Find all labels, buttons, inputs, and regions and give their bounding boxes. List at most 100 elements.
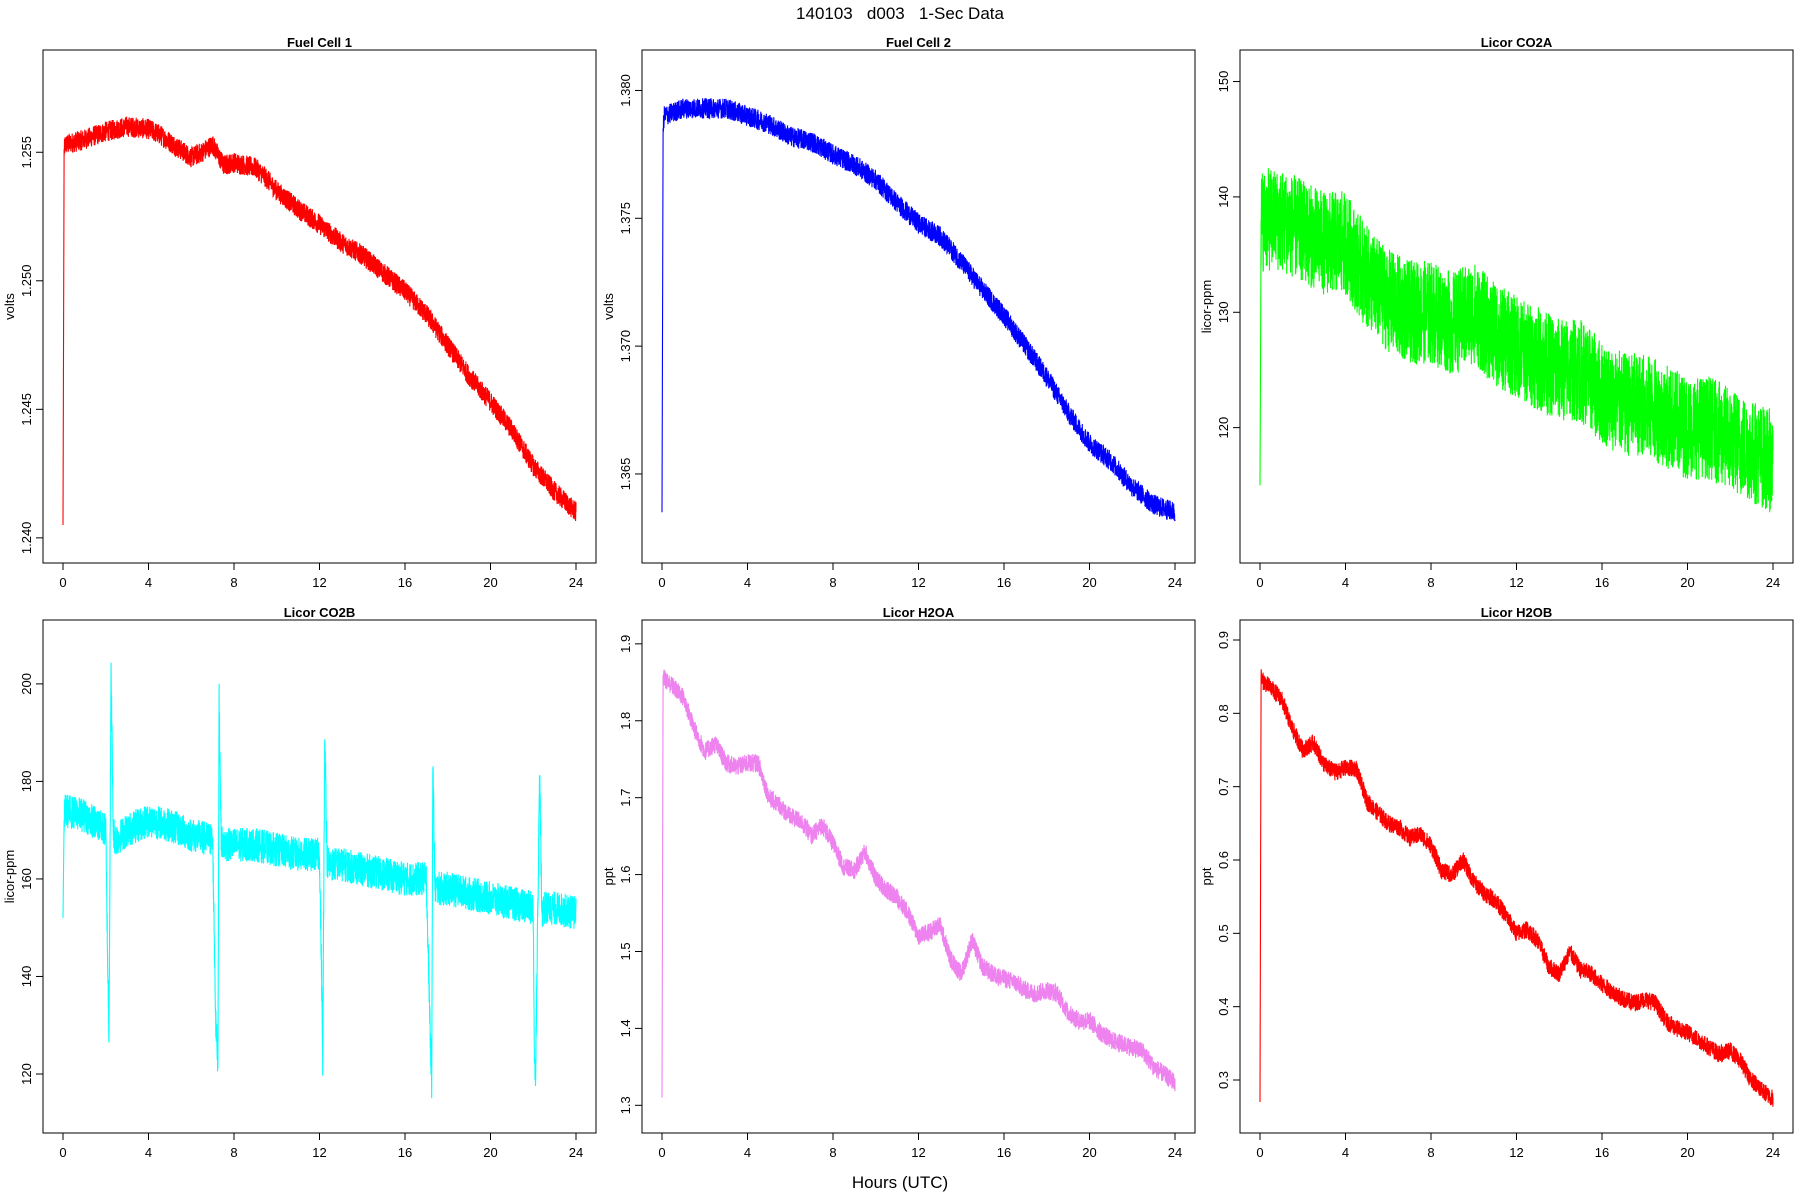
y-tick-label: 120 (19, 1063, 34, 1085)
x-tick-label: 0 (59, 1145, 66, 1160)
y-tick-label: 0.5 (1216, 924, 1231, 942)
plot-frame (641, 49, 1196, 564)
plot-frame (641, 619, 1196, 1134)
x-tick-label: 8 (1427, 575, 1434, 590)
y-tick-label: 1.375 (618, 202, 633, 235)
y-axis-label: licor-ppm (1199, 280, 1214, 333)
figure-x-axis-label: Hours (UTC) (851, 1173, 949, 1192)
panel-2: Fuel Cell 2 volts 0 4 8 12 16 20 24 1.365 1.370 1.3… (601, 35, 1196, 590)
panel-1: Fuel Cell 1 volts 0 4 8 12 16 20 24 1.240 1.245 1.2… (2, 35, 597, 590)
y-tick-label: 1.3 (618, 1096, 633, 1114)
y-tick-label: 1.365 (618, 458, 633, 491)
y-tick-label: 1.8 (618, 712, 633, 730)
x-tick-label: 24 (1168, 575, 1182, 590)
y-axis-label: ppt (1199, 867, 1214, 885)
y-tick-label: 1.6 (618, 866, 633, 884)
y-tick-label: 200 (19, 673, 34, 695)
x-tick-label: 12 (312, 1145, 326, 1160)
y-tick-label: 0.3 (1216, 1071, 1231, 1089)
x-tick-label: 0 (1256, 1145, 1263, 1160)
y-axis-label: ppt (601, 867, 616, 885)
x-tick-label: 8 (829, 575, 836, 590)
panel-title: Fuel Cell 2 (886, 35, 951, 50)
x-tick-label: 0 (658, 1145, 665, 1160)
x-tick-label: 24 (1766, 1145, 1780, 1160)
x-tick-label: 12 (312, 575, 326, 590)
panel-title: Licor CO2A (1481, 35, 1553, 50)
x-tick-label: 0 (1256, 575, 1263, 590)
x-tick-label: 16 (997, 1145, 1011, 1160)
x-tick-label: 0 (59, 575, 66, 590)
y-tick-label: 0.7 (1216, 778, 1231, 796)
y-tick-label: 0.4 (1216, 998, 1231, 1016)
series-line (62, 662, 577, 1099)
x-tick-label: 20 (483, 575, 497, 590)
y-tick-label: 1.245 (19, 393, 34, 426)
panel-title: Licor CO2B (284, 605, 356, 620)
x-tick-label: 4 (145, 575, 152, 590)
x-tick-label: 4 (1342, 1145, 1349, 1160)
y-tick-label: 1.240 (19, 522, 34, 555)
x-tick-label: 20 (483, 1145, 497, 1160)
x-tick-label: 8 (829, 1145, 836, 1160)
x-tick-label: 16 (398, 1145, 412, 1160)
y-tick-label: 1.250 (19, 265, 34, 298)
panel-title: Licor H2OB (1481, 605, 1553, 620)
series-line (661, 98, 1176, 522)
x-tick-label: 8 (1427, 1145, 1434, 1160)
x-tick-label: 16 (398, 575, 412, 590)
y-tick-label: 0.8 (1216, 704, 1231, 722)
y-tick-label: 120 (1216, 417, 1231, 439)
y-tick-label: 180 (19, 771, 34, 793)
y-tick-label: 0.6 (1216, 851, 1231, 869)
x-tick-label: 16 (1595, 1145, 1609, 1160)
y-tick-label: 140 (1216, 186, 1231, 208)
panel-6: Licor H2OB ppt 0 4 8 12 16 20 24 0.3 0.4 0.5 0.6 0.7 0… (1199, 605, 1794, 1160)
x-tick-label: 24 (569, 575, 583, 590)
x-tick-label: 8 (230, 1145, 237, 1160)
y-tick-label: 150 (1216, 71, 1231, 93)
y-axis-label: volts (2, 293, 17, 320)
x-tick-label: 12 (911, 575, 925, 590)
y-tick-label: 140 (19, 966, 34, 988)
x-tick-label: 20 (1082, 1145, 1096, 1160)
x-tick-label: 4 (145, 1145, 152, 1160)
x-tick-label: 12 (911, 1145, 925, 1160)
y-tick-label: 1.9 (618, 635, 633, 653)
y-tick-label: 1.7 (618, 789, 633, 807)
x-tick-label: 16 (1595, 575, 1609, 590)
y-tick-label: 160 (19, 868, 34, 890)
x-tick-label: 24 (569, 1145, 583, 1160)
x-tick-label: 20 (1082, 575, 1096, 590)
series-line (661, 669, 1176, 1098)
x-tick-label: 8 (230, 575, 237, 590)
x-tick-label: 4 (744, 575, 751, 590)
x-tick-label: 24 (1168, 1145, 1182, 1160)
y-tick-label: 1.5 (618, 942, 633, 960)
x-tick-label: 4 (744, 1145, 751, 1160)
y-tick-label: 1.4 (618, 1019, 633, 1037)
x-tick-label: 12 (1509, 1145, 1523, 1160)
x-tick-label: 12 (1509, 575, 1523, 590)
series-line (1259, 669, 1774, 1107)
x-tick-label: 0 (658, 575, 665, 590)
panel-5: Licor H2OA ppt 0 4 8 12 16 20 24 1.3 1.4 1.5 1.6 1.7 1… (601, 605, 1196, 1160)
x-tick-label: 4 (1342, 575, 1349, 590)
y-tick-label: 1.255 (19, 136, 34, 169)
x-tick-label: 20 (1680, 575, 1694, 590)
y-tick-label: 0.9 (1216, 631, 1231, 649)
figure-title: 140103 d003 1-Sec Data (796, 4, 1004, 23)
series-line (1259, 168, 1774, 513)
x-tick-label: 20 (1680, 1145, 1694, 1160)
panel-title: Licor H2OA (883, 605, 955, 620)
y-axis-label: licor-ppm (2, 850, 17, 903)
panel-4: Licor CO2B licor-ppm 0 4 8 12 16 20 24 120 140 160 1… (2, 605, 597, 1160)
y-axis-label: volts (601, 293, 616, 320)
y-tick-label: 1.370 (618, 330, 633, 363)
y-tick-label: 130 (1216, 301, 1231, 323)
x-tick-label: 24 (1766, 575, 1780, 590)
x-tick-label: 16 (997, 575, 1011, 590)
y-tick-label: 1.380 (618, 74, 633, 107)
